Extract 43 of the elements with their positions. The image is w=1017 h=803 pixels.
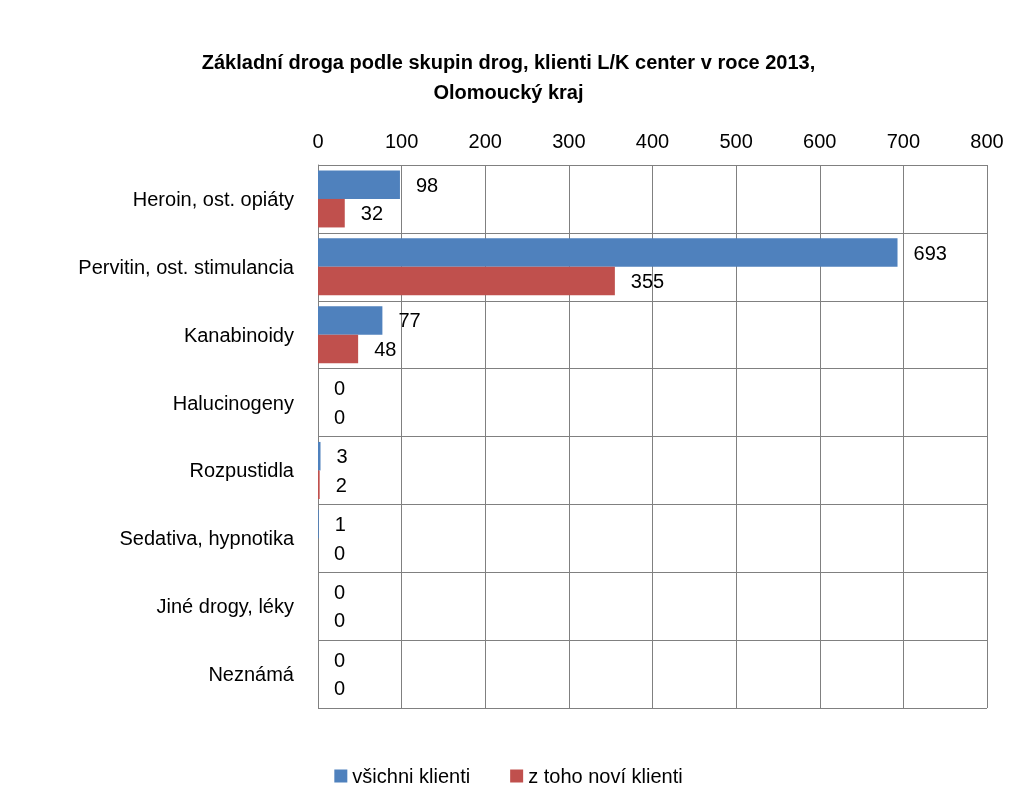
y-tick-label: Rozpustidla <box>189 459 295 482</box>
x-tick-label: 0 <box>312 130 324 152</box>
x-tick-label: 500 <box>719 130 753 152</box>
data-label: 0 <box>334 648 346 671</box>
bar <box>318 306 383 335</box>
bar <box>318 334 359 364</box>
x-tick-label: 700 <box>886 130 921 152</box>
data-label: 0 <box>334 677 346 700</box>
bar <box>318 170 400 199</box>
y-tick-label: Kanabinoidy <box>183 323 294 346</box>
x-tick-label: 400 <box>635 130 670 152</box>
x-tick-label: 100 <box>384 130 419 152</box>
data-label: 0 <box>334 609 346 632</box>
data-label: 355 <box>630 270 665 293</box>
data-label: 693 <box>913 241 947 264</box>
data-label: 0 <box>334 405 346 428</box>
y-tick-label: Halucinogeny <box>172 391 294 414</box>
data-label: 77 <box>398 309 421 332</box>
x-tick-label: 200 <box>468 130 502 152</box>
data-label: 0 <box>334 541 346 564</box>
data-label: 98 <box>415 173 439 196</box>
data-label: 3 <box>336 445 348 468</box>
y-tick-label: Sedativa, hypnotika <box>119 527 295 550</box>
y-tick-label: Heroin, ost. opiáty <box>132 187 294 210</box>
data-label: 1 <box>334 513 346 536</box>
y-tick-label: Jiné drogy, léky <box>156 595 294 618</box>
legend-label: z toho noví klienti <box>528 765 683 787</box>
y-tick-label: Neznámá <box>208 663 295 686</box>
legend-label: všichni klienti <box>352 765 471 787</box>
x-tick-label: 800 <box>970 130 1004 152</box>
bar <box>318 238 898 267</box>
bar <box>318 198 345 228</box>
x-tick-label: 600 <box>803 130 837 152</box>
data-label: 0 <box>334 580 346 603</box>
y-tick-label: Pervitin, ost. stimulancia <box>78 255 295 278</box>
data-label: 2 <box>335 473 347 496</box>
data-label: 32 <box>360 202 384 225</box>
chart-title: Základní droga podle skupin drog, klienti L/K center v roce 2013, Olomoucký kraj <box>201 51 816 103</box>
data-label: 0 <box>334 377 346 400</box>
bar <box>318 441 321 471</box>
bar <box>318 266 615 296</box>
x-tick-label: 300 <box>552 130 586 152</box>
data-label: 48 <box>374 337 397 360</box>
